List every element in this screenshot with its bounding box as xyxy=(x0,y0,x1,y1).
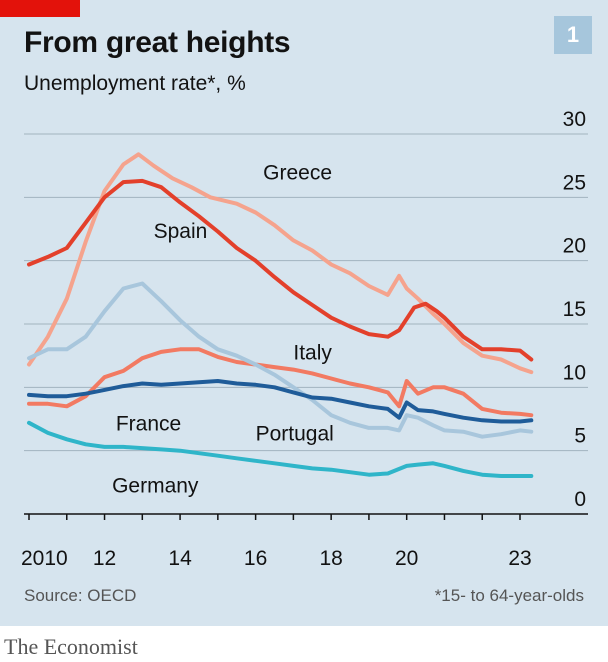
x-tick-label: 16 xyxy=(244,547,267,570)
series-label-italy: Italy xyxy=(293,341,332,364)
y-tick-label: 10 xyxy=(563,361,586,384)
y-tick-label: 20 xyxy=(563,235,586,258)
chart-number-badge: 1 xyxy=(554,16,592,54)
y-tick-label: 0 xyxy=(574,488,586,511)
brand-red-tag xyxy=(0,0,80,17)
economist-logo-text: The Economist xyxy=(4,634,138,659)
y-tick-label: 15 xyxy=(563,298,586,321)
source-note: Source: OECD xyxy=(24,586,137,605)
y-tick-label: 30 xyxy=(563,108,586,131)
series-line-germany xyxy=(27,420,534,478)
series-line-portugal xyxy=(27,281,534,439)
x-tick-label: 14 xyxy=(168,547,192,570)
x-tick-label: 18 xyxy=(319,547,342,570)
series-label-france: France xyxy=(116,412,181,435)
series-label-greece: Greece xyxy=(263,162,332,185)
footnote: *15- to 64-year-olds xyxy=(434,586,584,605)
x-tick-label: 23 xyxy=(508,547,531,570)
series-line-france xyxy=(27,379,534,424)
chart-subtitle: Unemployment rate*, % xyxy=(24,72,246,95)
line-chart: 0 5 10 15 20 25 30 2010 12 14 16 18 20 23 Greece Spain I… xyxy=(21,108,588,570)
series-line-greece xyxy=(27,152,534,375)
x-tick-label: 20 xyxy=(395,547,418,570)
series-label-portugal: Portugal xyxy=(256,423,334,446)
series-label-spain: Spain xyxy=(154,220,208,243)
y-tick-label: 5 xyxy=(574,425,586,448)
series-label-germany: Germany xyxy=(112,474,199,497)
y-tick-label: 25 xyxy=(563,171,586,194)
x-tick-label: 2010 xyxy=(21,547,68,570)
series-line-italy xyxy=(27,347,534,418)
chart-title: From great heights xyxy=(24,26,291,59)
series-line-spain xyxy=(27,178,534,362)
x-tick-label: 12 xyxy=(93,547,116,570)
